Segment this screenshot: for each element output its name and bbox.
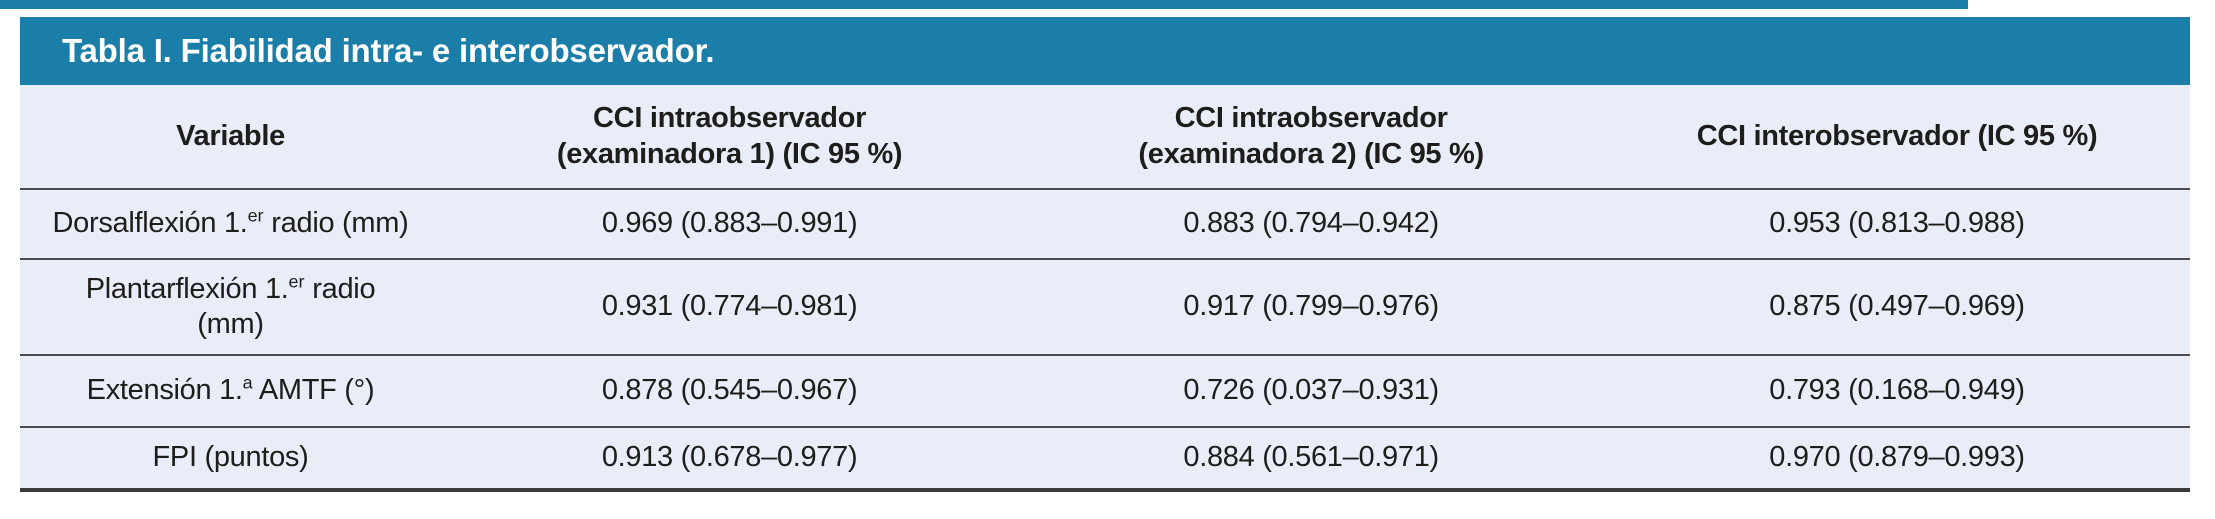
value-cell: 0.875 (0.497–0.969): [1769, 290, 2025, 323]
value-cell: 0.969 (0.883–0.991): [601, 207, 858, 240]
column-header-variable: Variable: [176, 119, 285, 152]
page-top-rule: [0, 0, 1968, 9]
column-header-cci-intra-2: CCI intraobservador (examinadora 2) (IC …: [1138, 102, 1484, 170]
value-cell: 0.726 (0.037–0.931): [1183, 374, 1439, 407]
table-title: Tabla I. Fiabilidad intra- e interobserv…: [62, 32, 715, 69]
table-title-bar: Tabla I. Fiabilidad intra- e interobserv…: [20, 17, 2190, 85]
value-cell: 0.953 (0.813–0.988): [1769, 207, 2025, 240]
variable-cell: FPI (puntos): [152, 441, 309, 474]
variable-cell: Dorsalflexión 1.er radio (mm): [52, 205, 409, 240]
table-row: Extensión 1.a AMTF (°) 0.878 (0.545–0.96…: [20, 354, 2190, 426]
value-cell: 0.931 (0.774–0.981): [601, 290, 858, 323]
ordinal-superscript: er: [247, 205, 264, 226]
ordinal-superscript: er: [288, 270, 305, 291]
variable-cell: Extensión 1.a AMTF (°): [86, 372, 375, 407]
table-header-row: Variable CCI intraobservador (examinador…: [20, 85, 2190, 188]
value-cell: 0.883 (0.794–0.942): [1183, 207, 1439, 240]
value-cell: 0.970 (0.879–0.993): [1769, 441, 2025, 474]
value-cell: 0.884 (0.561–0.971): [1183, 441, 1439, 474]
column-header-cci-intra-1: CCI intraobservador (examinadora 1) (IC …: [556, 102, 903, 170]
variable-cell: Plantarflexión 1.er radio (mm): [85, 270, 376, 340]
table-row: FPI (puntos) 0.913 (0.678–0.977) 0.884 (…: [20, 426, 2190, 488]
reliability-table: Tabla I. Fiabilidad intra- e interobserv…: [20, 17, 2190, 492]
column-header-cci-inter: CCI interobservador (IC 95 %): [1696, 119, 2098, 152]
ordinal-superscript: a: [242, 372, 253, 393]
value-cell: 0.878 (0.545–0.967): [601, 374, 858, 407]
table-row: Dorsalflexión 1.er radio (mm) 0.969 (0.8…: [20, 188, 2190, 258]
value-cell: 0.917 (0.799–0.976): [1183, 290, 1439, 323]
value-cell: 0.913 (0.678–0.977): [601, 441, 858, 474]
table-row: Plantarflexión 1.er radio (mm) 0.931 (0.…: [20, 258, 2190, 354]
value-cell: 0.793 (0.168–0.949): [1769, 374, 2025, 407]
